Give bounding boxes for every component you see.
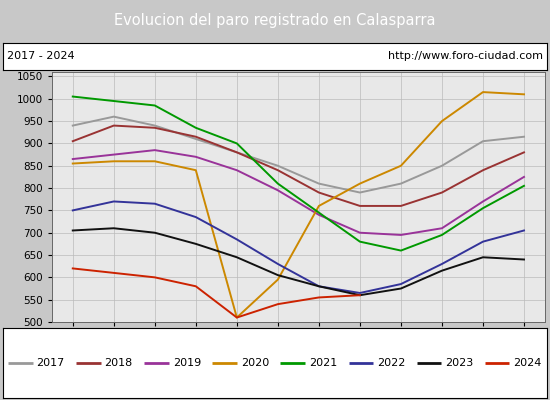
Text: 2018: 2018	[104, 358, 133, 368]
Text: 2021: 2021	[309, 358, 337, 368]
Text: 2017: 2017	[36, 358, 65, 368]
Text: Evolucion del paro registrado en Calasparra: Evolucion del paro registrado en Calaspa…	[114, 14, 436, 28]
Text: http://www.foro-ciudad.com: http://www.foro-ciudad.com	[388, 51, 543, 61]
Text: 2019: 2019	[173, 358, 201, 368]
Text: 2022: 2022	[377, 358, 405, 368]
Text: 2017 - 2024: 2017 - 2024	[7, 51, 75, 61]
Text: 2020: 2020	[241, 358, 269, 368]
Text: 2024: 2024	[513, 358, 541, 368]
Text: 2023: 2023	[445, 358, 473, 368]
